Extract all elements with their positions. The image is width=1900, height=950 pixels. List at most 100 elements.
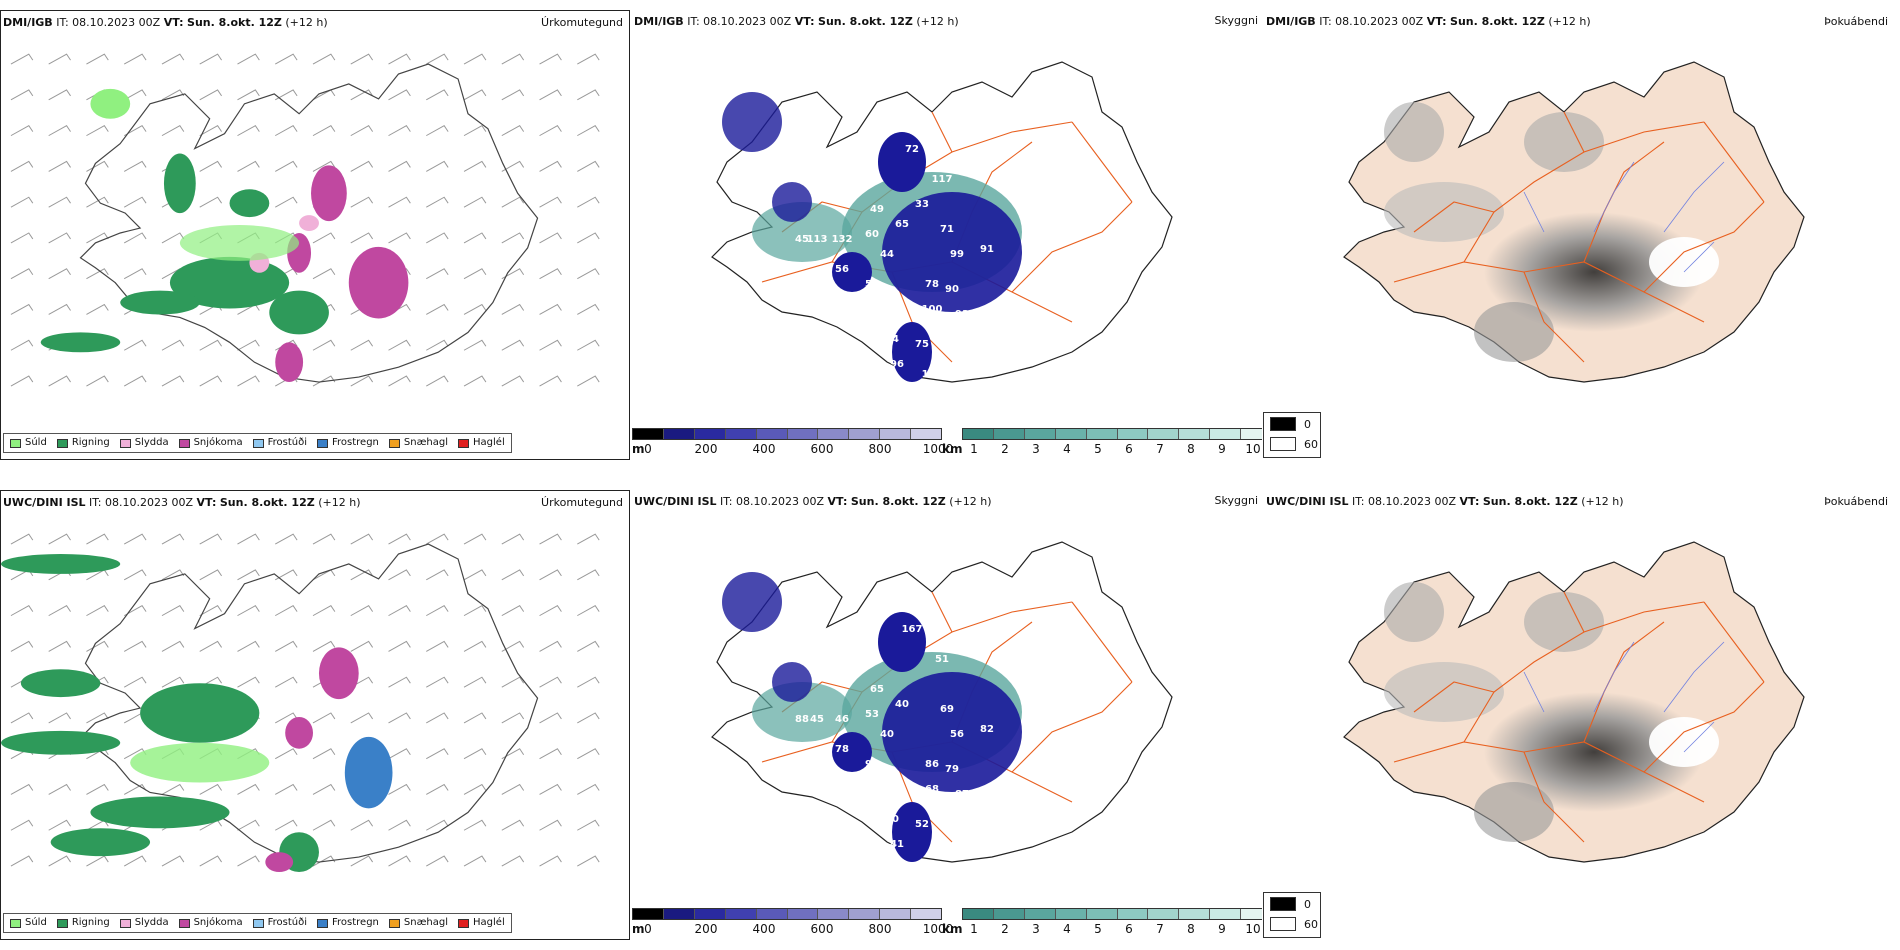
it-label: IT: xyxy=(1319,15,1332,28)
visibility-panel: DMI/IGB IT: 08.10.2023 00Z VT: Sun. 8.ok… xyxy=(632,10,1262,460)
panel-title: Skyggni xyxy=(1214,14,1258,27)
it-label: IT: xyxy=(687,15,700,28)
height-tick: 800 xyxy=(868,442,892,456)
panel-title: Skyggni xyxy=(1214,494,1258,507)
legend-label: Súld xyxy=(25,917,47,928)
legend-item-haglél: Haglél xyxy=(458,437,505,449)
visibility-value: 52 xyxy=(915,819,929,830)
visibility-value: 87 xyxy=(955,789,969,800)
visibility-value: 65 xyxy=(870,684,884,695)
visibility-tick: 5 xyxy=(1094,442,1102,456)
fog-legend: 0 60 xyxy=(1263,412,1321,458)
init-time: 08.10.2023 00Z xyxy=(1368,495,1457,508)
visibility-value: 40 xyxy=(895,699,909,710)
legend-item-frostregn: Frostregn xyxy=(317,917,379,929)
legend-item-snæhagl: Snæhagl xyxy=(388,917,448,929)
visibility-tick: 10 xyxy=(1245,922,1261,936)
init-time: 08.10.2023 00Z xyxy=(72,16,161,29)
legend-swatch xyxy=(317,918,328,928)
legend-item-slydda: Slydda xyxy=(119,917,169,929)
visibility-tick: 2 xyxy=(1001,922,1009,936)
visibility-value: 78 xyxy=(925,279,939,290)
vt-label: VT: xyxy=(794,15,815,28)
legend-swatch xyxy=(56,918,68,928)
visibility-value: 33 xyxy=(915,199,929,210)
height-tick: 600 xyxy=(810,442,834,456)
legend-swatch xyxy=(10,918,21,928)
visibility-areas xyxy=(722,572,1022,862)
legend-item-snæhagl: Snæhagl xyxy=(388,437,448,449)
height-tick: 1000 xyxy=(922,442,954,456)
lead-time: (+12 h) xyxy=(318,496,361,509)
vt-label: VT: xyxy=(196,496,217,509)
panel-title: Úrkomutegund xyxy=(541,16,623,29)
lead-time: (+12 h) xyxy=(916,15,959,28)
visibility-value: 49 xyxy=(870,204,884,215)
visibility-areas xyxy=(722,92,1022,382)
iceland-coastline xyxy=(79,543,539,863)
visibility-value: 91 xyxy=(980,244,994,255)
precip-areas xyxy=(40,88,409,383)
legend-item-rigning: Rigning xyxy=(56,437,110,449)
fog-areas xyxy=(1384,582,1719,842)
visibility-value: 65 xyxy=(895,219,909,230)
visibility-value: 140 xyxy=(887,309,908,320)
visibility-value: 93 xyxy=(955,309,969,320)
legend-item-haglél: Haglél xyxy=(458,917,505,929)
visibility-panel: UWC/DINI ISL IT: 08.10.2023 00Z VT: Sun.… xyxy=(632,490,1262,940)
panel-header: DMI/IGB IT: 08.10.2023 00Z VT: Sun. 8.ok… xyxy=(1266,14,1890,30)
visibility-value: 75 xyxy=(915,339,929,350)
model-name: UWC/DINI ISL xyxy=(634,495,717,508)
visibility-value: 63 xyxy=(830,299,844,310)
visibility-value: 100 xyxy=(922,369,943,380)
panel-header: UWC/DINI ISL IT: 08.10.2023 00Z VT: Sun.… xyxy=(3,495,625,511)
panel-title: Þokuábendi xyxy=(1824,15,1888,28)
fog-legend-row: 0 xyxy=(1270,897,1311,911)
legend-item-frostúði: Frostúði xyxy=(252,437,307,449)
vt-label: VT: xyxy=(163,16,184,29)
visibility-tick: 4 xyxy=(1063,442,1071,456)
visibility-tick: 1 xyxy=(970,922,978,936)
visibility-tick: 9 xyxy=(1218,442,1226,456)
fog-legend-label: 60 xyxy=(1304,917,1318,931)
it-label: IT: xyxy=(1352,495,1365,508)
init-time: 08.10.2023 00Z xyxy=(1335,15,1424,28)
fog-legend-swatch xyxy=(1270,417,1296,431)
legend-item-slydda: Slydda xyxy=(119,437,169,449)
visibility-value: 45 xyxy=(795,234,809,245)
model-name: UWC/DINI ISL xyxy=(1266,495,1349,508)
visibility-colorbar xyxy=(962,428,1262,440)
visibility-tick: 4 xyxy=(1063,922,1071,936)
visibility-value: 56 xyxy=(835,264,849,275)
fog-map xyxy=(1343,61,1805,383)
fog-legend-label: 60 xyxy=(1304,437,1318,451)
fog-indicator-panel: UWC/DINI ISL IT: 08.10.2023 00Z VT: Sun.… xyxy=(1264,490,1894,940)
legend-item-rigning: Rigning xyxy=(56,917,110,929)
visibility-value: 72 xyxy=(905,144,919,155)
visibility-value: 41 xyxy=(925,849,939,860)
visibility-tick: 7 xyxy=(1156,442,1164,456)
visibility-tick: 2 xyxy=(1001,442,1009,456)
visibility-tick: 3 xyxy=(1032,922,1040,936)
height-tick: 1000 xyxy=(922,922,954,936)
fog-legend-label: 0 xyxy=(1304,897,1311,911)
legend-label: Snjókoma xyxy=(193,437,243,448)
height-tick: 400 xyxy=(752,922,776,936)
lead-time: (+12 h) xyxy=(1581,495,1624,508)
legend-label: Slydda xyxy=(134,437,169,448)
fog-legend-swatch xyxy=(1270,917,1296,931)
river-network xyxy=(1523,161,1725,273)
iceland-coastline xyxy=(79,63,539,383)
visibility-value: 100 xyxy=(922,304,943,315)
colorbars: m 0 200 400 600 800 1000 km 1 2 3 4 5 6 7 8 9 10 xyxy=(632,902,1262,940)
visibility-value: 78 xyxy=(835,744,849,755)
visibility-value: 132 xyxy=(832,234,853,245)
legend-swatch xyxy=(388,438,400,448)
panel-title: Úrkomutegund xyxy=(541,496,623,509)
legend-swatch xyxy=(458,438,470,448)
lead-time: (+12 h) xyxy=(1548,15,1591,28)
visibility-value: 117 xyxy=(932,174,953,185)
legend-swatch xyxy=(252,438,264,448)
visibility-tick: 10 xyxy=(1245,442,1261,456)
